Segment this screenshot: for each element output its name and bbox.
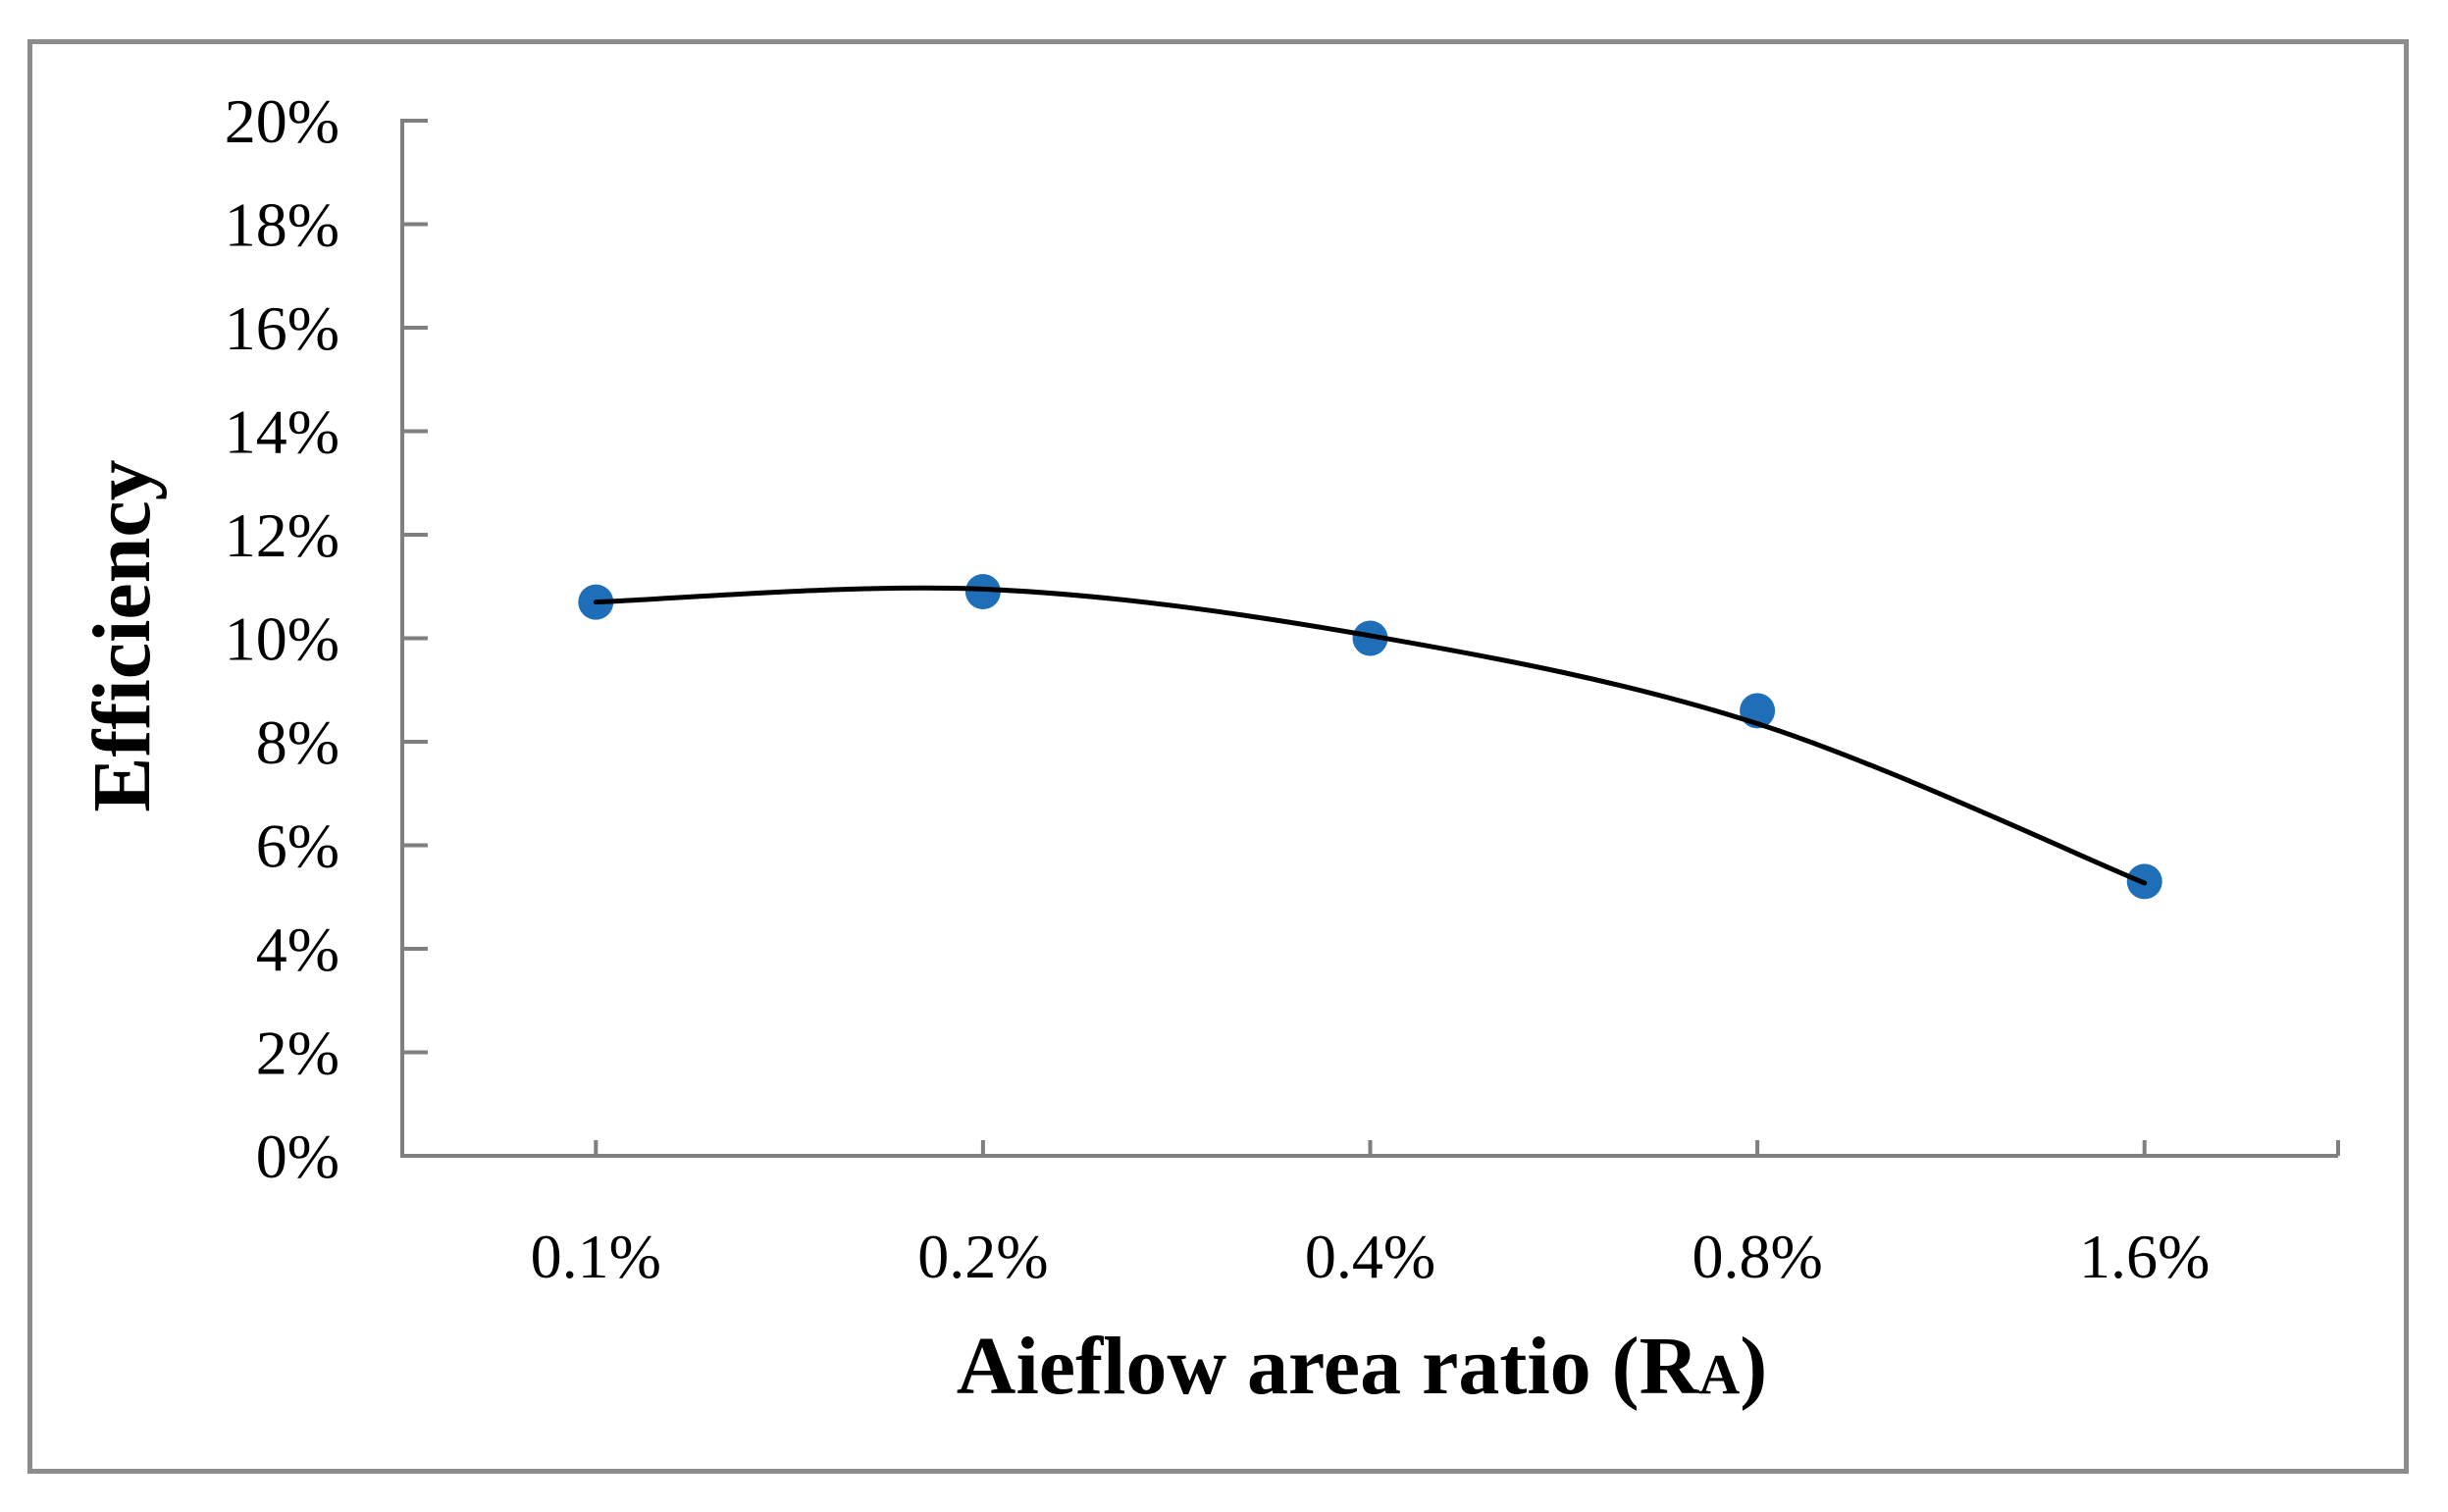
y-tick-label: 10% — [225, 604, 339, 674]
y-tick-label: 18% — [225, 190, 339, 260]
y-tick-label: 16% — [225, 293, 339, 363]
x-axis-title-suffix: ) — [1740, 1321, 1767, 1412]
x-tick-label: 0.1% — [531, 1222, 661, 1291]
plot-area: 0% 2% 4% 6% 8% 10% 12% 14% 16% 18% 20% 0.1% 0.2% 0.4%… — [225, 86, 2340, 1291]
x-axis-title-subscript: A — [1698, 1342, 1740, 1406]
data-point-marker — [964, 574, 1001, 609]
y-tick-label: 6% — [256, 811, 339, 881]
x-axis-title: Aieflow area ratio (RA) — [957, 1321, 1767, 1412]
x-tick-label: 0.2% — [917, 1222, 1048, 1291]
y-tick-label: 0% — [256, 1121, 339, 1191]
trend-curve — [593, 585, 2148, 886]
x-tick-label: 1.6% — [2079, 1222, 2210, 1291]
y-tick-label: 2% — [256, 1018, 339, 1088]
data-point-marker — [1352, 620, 1388, 656]
y-tick-label: 12% — [225, 500, 339, 570]
y-tick-label: 8% — [256, 707, 339, 777]
x-tick-label: 0.8% — [1692, 1222, 1822, 1291]
y-axis-title: Efficiency — [77, 459, 168, 811]
x-axis-title-prefix: Aieflow area ratio (R — [957, 1321, 1700, 1412]
y-tick-label: 20% — [225, 86, 339, 156]
y-tick-label: 4% — [256, 914, 339, 984]
figure-border — [27, 39, 2409, 1474]
y-tick-label: 14% — [225, 397, 339, 467]
x-tick-label: 0.4% — [1305, 1222, 1435, 1291]
